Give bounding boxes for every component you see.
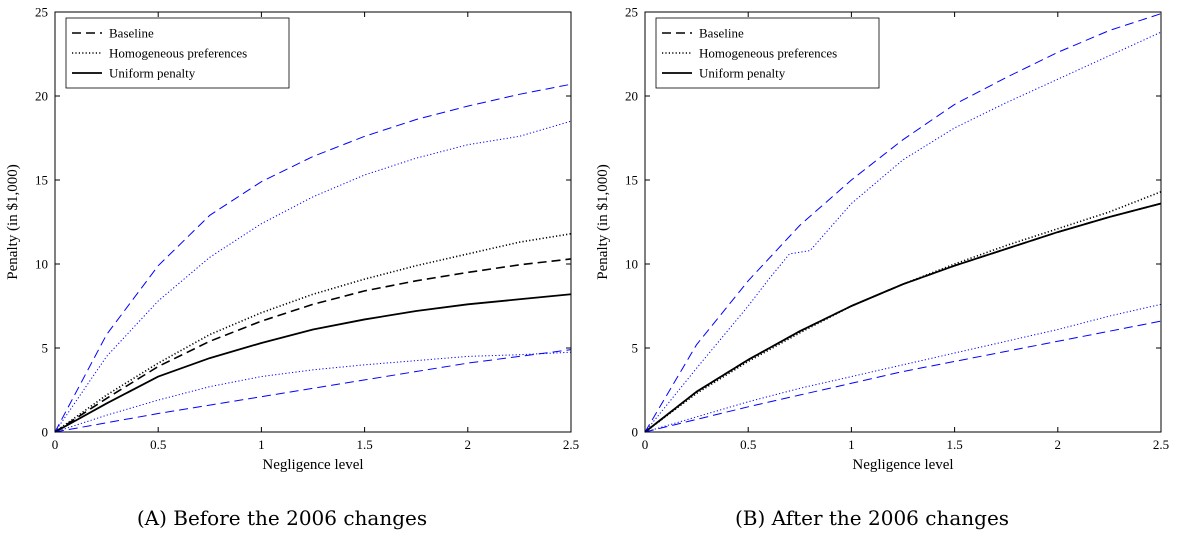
legend-label: Homogeneous preferences [109, 46, 247, 61]
x-tick-label: 2 [465, 437, 472, 452]
x-tick-label: 0.5 [150, 437, 166, 452]
x-tick-label: 1.5 [356, 437, 372, 452]
legend-box [65, 17, 290, 89]
y-tick-label: 5 [42, 341, 49, 356]
y-tick-label: 25 [35, 5, 48, 20]
x-tick-label: 2 [1055, 437, 1062, 452]
x-tick-label: 1 [258, 437, 265, 452]
legend-label: Uniform penalty [699, 66, 786, 81]
x-tick-label: 0 [52, 437, 59, 452]
series-line-2 [54, 293, 572, 433]
x-tick-label: 0.5 [740, 437, 756, 452]
series-line-0 [644, 202, 1162, 433]
legend-label: Uniform penalty [109, 66, 196, 81]
y-tick-label: 20 [625, 89, 638, 104]
legend-box [655, 17, 880, 89]
x-tick-label: 1 [848, 437, 855, 452]
series-line-3 [54, 83, 572, 433]
series-line-6 [644, 320, 1162, 433]
plot-frame [644, 11, 1162, 433]
y-tick-label: 25 [625, 5, 638, 20]
series-line-2 [644, 202, 1162, 433]
y-tick-label: 0 [42, 425, 49, 440]
x-tick-label: 2.5 [1153, 437, 1169, 452]
legend-label: Baseline [699, 26, 744, 41]
series-line-4 [644, 31, 1162, 433]
y-axis-label: Penalty (in $1,000) [595, 164, 611, 279]
y-tick-label: 10 [35, 257, 48, 272]
caption-a: (A) Before the 2006 changes [137, 506, 427, 530]
series-line-1 [644, 191, 1162, 433]
plot-frame [54, 11, 572, 433]
x-tick-label: 1.5 [946, 437, 962, 452]
chart-panel-a: 0 0.5 1 1.5 2 2.5 0 5 10 15 20 25 Negligence level Pe… [5, 5, 579, 474]
y-axis-label: Penalty (in $1,000) [5, 164, 21, 279]
y-tick-label: 15 [625, 173, 638, 188]
legend-label: Baseline [109, 26, 154, 41]
series-line-0 [54, 258, 572, 433]
series-line-1 [54, 232, 572, 433]
series-line-4 [54, 120, 572, 433]
y-tick-label: 10 [625, 257, 638, 272]
x-axis-label: Negligence level [852, 457, 953, 473]
series-line-5 [54, 351, 572, 433]
x-tick-label: 0 [642, 437, 649, 452]
y-tick-label: 5 [632, 341, 639, 356]
y-tick-label: 20 [35, 89, 48, 104]
legend-label: Homogeneous preferences [699, 46, 837, 61]
series-line-5 [644, 303, 1162, 433]
x-tick-label: 2.5 [563, 437, 579, 452]
x-axis-label: Negligence level [262, 457, 363, 473]
y-tick-label: 15 [35, 173, 48, 188]
y-tick-label: 0 [632, 425, 639, 440]
series-line-3 [644, 13, 1162, 433]
series-line-6 [54, 349, 572, 433]
caption-b: (B) After the 2006 changes [735, 506, 1009, 530]
chart-panel-b: 0 0.5 1 1.5 2 2.5 0 5 10 15 20 25 Negligence level Pe… [595, 5, 1169, 474]
